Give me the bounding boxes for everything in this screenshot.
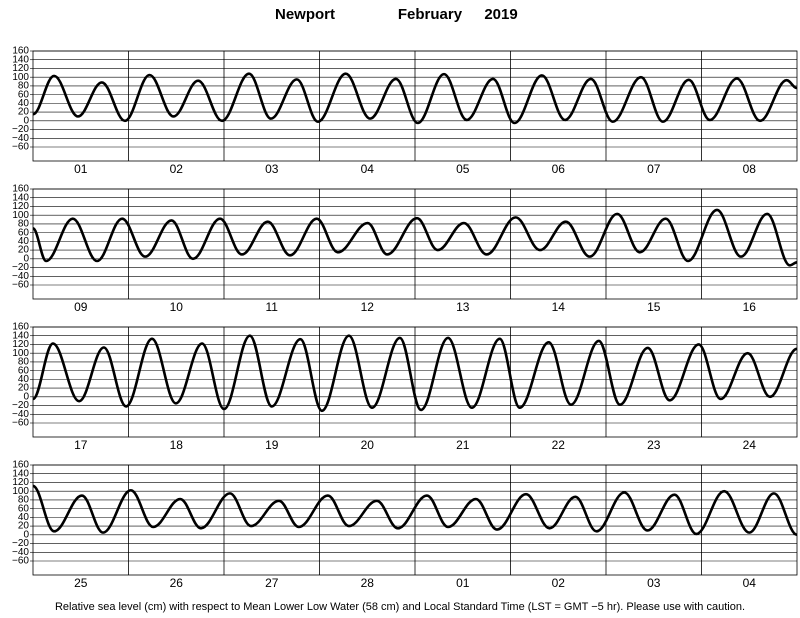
y-tick-label: 20 <box>18 107 30 118</box>
y-tick-label: 20 <box>18 521 30 532</box>
y-tick-label: 0 <box>23 253 29 264</box>
day-label: 20 <box>361 438 375 452</box>
y-tick-label: −20 <box>12 262 29 273</box>
y-tick-label: −60 <box>12 142 29 153</box>
day-label: 02 <box>552 576 566 590</box>
day-label: 24 <box>743 438 757 452</box>
day-label: 03 <box>265 162 279 176</box>
y-tick-label: −40 <box>12 133 29 144</box>
y-tick-label: 60 <box>18 503 30 514</box>
y-tick-label: −40 <box>12 547 29 558</box>
plot-frame <box>32 50 798 162</box>
y-tick-label: −40 <box>12 409 29 420</box>
day-label: 09 <box>74 300 88 314</box>
y-tick-label: −20 <box>12 400 29 411</box>
y-tick-label: 40 <box>18 374 30 385</box>
day-label: 03 <box>647 576 661 590</box>
day-label: 16 <box>743 300 757 314</box>
y-tick-label: 120 <box>12 339 29 350</box>
y-tick-label: 120 <box>12 477 29 488</box>
y-tick-label: 0 <box>23 115 29 126</box>
day-label: 10 <box>170 300 184 314</box>
y-tick-label: −60 <box>12 418 29 429</box>
y-tick-label: −60 <box>12 280 29 291</box>
day-label: 25 <box>74 576 88 590</box>
plot-frame <box>32 188 798 300</box>
y-tick-label: −60 <box>12 556 29 567</box>
tide-line <box>31 334 798 413</box>
day-label: 26 <box>170 576 184 590</box>
day-label: 21 <box>456 438 470 452</box>
y-tick-label: 40 <box>18 236 30 247</box>
y-tick-label: 80 <box>18 81 30 92</box>
day-label: 22 <box>552 438 566 452</box>
y-tick-label: 100 <box>12 72 29 83</box>
y-tick-label: 40 <box>18 98 30 109</box>
y-tick-label: 140 <box>12 54 29 65</box>
y-tick-label: 60 <box>18 89 30 100</box>
y-tick-label: 80 <box>18 357 30 368</box>
y-tick-label: 120 <box>12 201 29 212</box>
plot-frame <box>32 464 798 576</box>
day-label: 28 <box>361 576 375 590</box>
y-tick-label: 160 <box>12 460 29 471</box>
station-title: Newport <box>275 6 335 23</box>
day-label: 05 <box>456 162 470 176</box>
day-label: 17 <box>74 438 88 452</box>
day-label: 07 <box>647 162 661 176</box>
day-label: 04 <box>361 162 375 176</box>
y-tick-label: 60 <box>18 365 30 376</box>
tide-line <box>32 72 798 125</box>
day-label: 04 <box>743 576 757 590</box>
day-label: 18 <box>170 438 184 452</box>
y-tick-label: 20 <box>18 245 30 256</box>
y-tick-label: 0 <box>23 529 29 540</box>
y-tick-label: 160 <box>12 184 29 195</box>
day-label: 14 <box>552 300 566 314</box>
day-label: 01 <box>74 162 88 176</box>
y-tick-label: 140 <box>12 468 29 479</box>
y-tick-label: 120 <box>12 63 29 74</box>
y-tick-label: 40 <box>18 512 30 523</box>
y-tick-label: −20 <box>12 124 29 135</box>
y-tick-label: 80 <box>18 495 30 506</box>
y-tick-label: 140 <box>12 330 29 341</box>
y-tick-label: 160 <box>12 322 29 333</box>
day-label: 27 <box>265 576 279 590</box>
day-label: 23 <box>647 438 661 452</box>
y-tick-label: 80 <box>18 219 30 230</box>
y-tick-label: 100 <box>12 210 29 221</box>
day-label: 01 <box>456 576 470 590</box>
y-tick-label: 100 <box>12 348 29 359</box>
y-tick-label: 0 <box>23 391 29 402</box>
y-tick-label: 20 <box>18 383 30 394</box>
y-tick-label: 140 <box>12 192 29 203</box>
day-label: 08 <box>743 162 757 176</box>
y-tick-label: −20 <box>12 538 29 549</box>
tide-line <box>31 208 798 267</box>
day-label: 15 <box>647 300 661 314</box>
plot-frame <box>32 326 798 438</box>
day-label: 06 <box>552 162 566 176</box>
day-label: 11 <box>266 300 279 314</box>
y-tick-label: 160 <box>12 46 29 57</box>
day-label: 02 <box>170 162 184 176</box>
month-title: February <box>398 6 463 23</box>
tide-line <box>32 484 798 537</box>
day-label: 19 <box>265 438 279 452</box>
y-tick-label: 60 <box>18 227 30 238</box>
day-label: 13 <box>456 300 470 314</box>
day-label: 12 <box>361 300 375 314</box>
footer-note: Relative sea level (cm) with respect to … <box>55 601 745 613</box>
y-tick-label: 100 <box>12 486 29 497</box>
year-title: 2019 <box>484 6 517 23</box>
y-tick-label: −40 <box>12 271 29 282</box>
